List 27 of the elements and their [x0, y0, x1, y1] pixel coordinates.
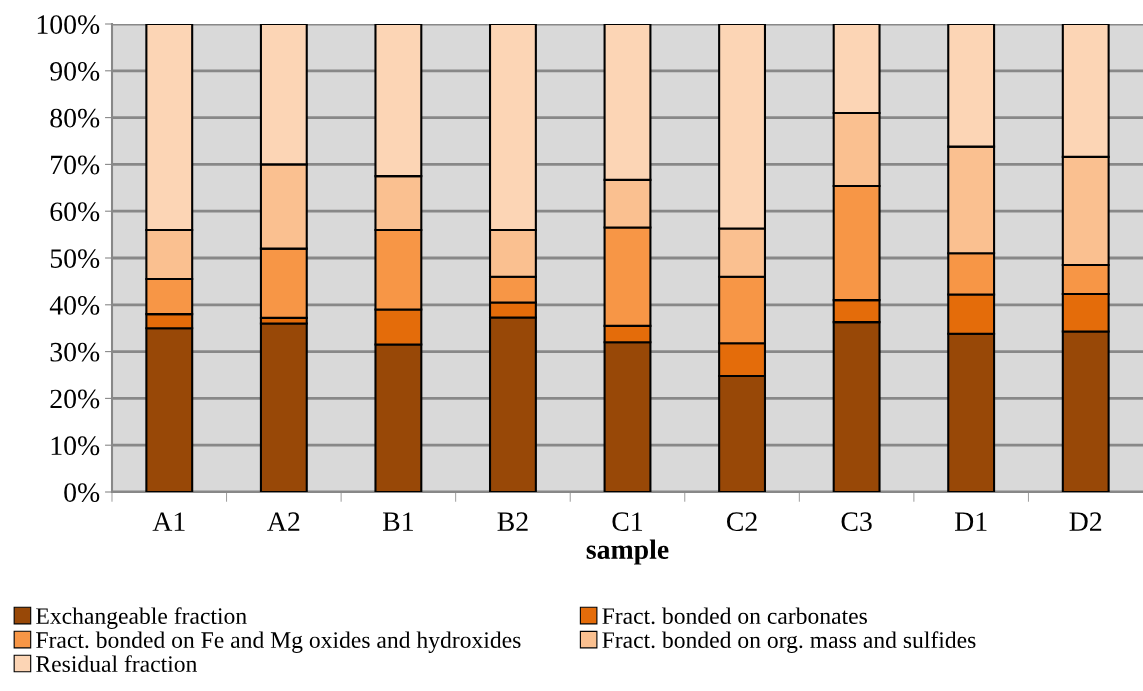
x-tick-label: A2: [267, 512, 300, 531]
legend-label: Fract. bonded on org. mass and sulfides: [602, 631, 976, 653]
y-tick-label: 70%: [51, 155, 100, 175]
x-tick-label: B1: [382, 512, 413, 531]
x-tick-label: C1: [612, 512, 643, 531]
y-tick-label: 100%: [37, 15, 100, 34]
legend-label: Residual fraction: [36, 655, 197, 673]
legend-label: Fract. bonded on carbonates: [602, 607, 867, 625]
legend-label: Fract. bonded on Fe and Mg oxides and hydroxides: [36, 631, 521, 653]
x-tick-label: C2: [726, 512, 757, 531]
y-tick-label: 0%: [64, 483, 100, 502]
x-tick-label: D2: [1069, 512, 1102, 531]
x-tick-label: B2: [497, 512, 528, 531]
y-tick-label: 80%: [50, 108, 100, 128]
bar: [259, 322, 308, 492]
x-axis-title: sample: [586, 539, 669, 565]
y-tick-label: 10%: [51, 436, 100, 456]
x-tick-label: C3: [841, 512, 872, 531]
y-tick-label: 40%: [49, 295, 100, 315]
x-tick-label: D1: [954, 512, 987, 531]
y-tick-label: 90%: [50, 61, 100, 81]
y-tick-label: 20%: [50, 389, 100, 409]
legend-label: Exchangeable fraction: [36, 607, 247, 629]
x-tick-label: A1: [152, 512, 185, 531]
y-tick-label: 30%: [50, 342, 100, 362]
y-tick-label: 50%: [50, 249, 100, 268]
y-tick-label: 60%: [50, 202, 100, 222]
